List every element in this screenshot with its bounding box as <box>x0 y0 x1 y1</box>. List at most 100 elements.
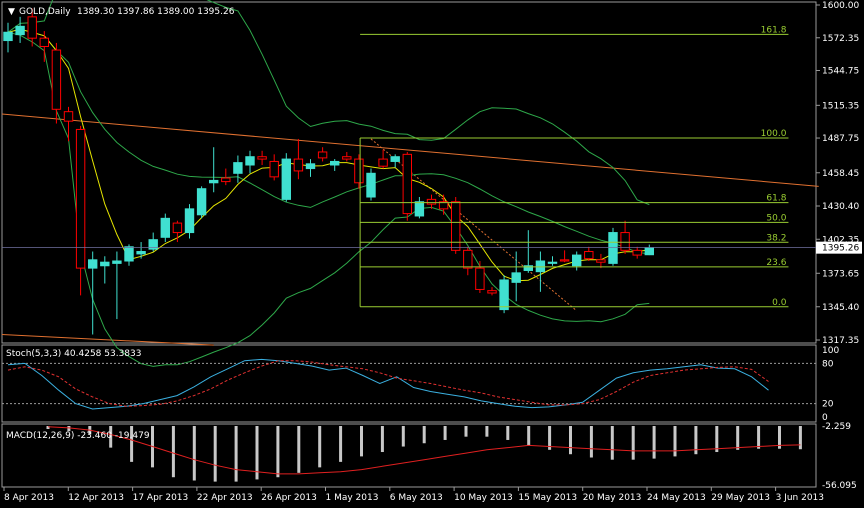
candle <box>584 246 594 262</box>
candle <box>245 150 255 174</box>
candle <box>209 147 219 193</box>
candle-body <box>402 153 413 215</box>
candle-body <box>547 261 558 264</box>
time-tick-label: 1 May 2013 <box>326 493 379 503</box>
candle <box>451 197 461 254</box>
candle-body <box>559 259 570 262</box>
time-tick-label: 3 Jun 2013 <box>776 493 824 503</box>
candle <box>148 232 158 252</box>
price-tick-label: 1515.35 <box>822 101 859 111</box>
fib-level-label: 50.0 <box>766 213 786 223</box>
candle <box>608 227 618 266</box>
fib-level-label: 161.8 <box>761 25 787 35</box>
candle-body <box>451 201 461 251</box>
candle-body <box>378 158 388 167</box>
candle <box>378 149 388 169</box>
candle-body <box>426 198 437 205</box>
candle-body <box>245 156 255 166</box>
candle-body <box>148 239 158 250</box>
time-tick-label: 29 May 2013 <box>711 493 770 503</box>
candle-body <box>535 260 546 273</box>
stoch-tick-label: 100 <box>822 346 839 356</box>
candle-body <box>596 259 606 263</box>
candle-body <box>172 222 183 234</box>
stoch-tick-label: 80 <box>822 359 834 369</box>
stoch-panel-frame <box>1 344 817 423</box>
candle-body <box>584 251 594 260</box>
candle <box>63 106 74 142</box>
candle-body <box>438 201 449 210</box>
candle <box>75 125 86 296</box>
candle <box>100 256 110 284</box>
price-tick-label: 1487.75 <box>822 134 859 144</box>
candle <box>330 159 340 171</box>
candle-body <box>330 160 340 166</box>
price-tick-label: 1572.35 <box>822 34 859 44</box>
candle <box>281 153 292 202</box>
candle <box>112 251 122 320</box>
macd-tick-label: -56.095 <box>822 481 857 491</box>
candle-body <box>305 163 316 170</box>
stoch-indicator-label: Stoch(5,3,3) 40.4258 53.3833 <box>6 349 141 359</box>
candle <box>487 287 497 296</box>
candle <box>596 253 606 269</box>
candle <box>559 250 570 263</box>
macd-tick-label: -2.259 <box>822 422 851 432</box>
candle-body <box>620 232 630 251</box>
macd-indicator-label: MACD(12,26,9) -23.460 -19.479 <box>6 431 150 441</box>
candle <box>632 246 642 259</box>
candle-body <box>160 217 171 238</box>
ohlc-readout: 1389.30 1397.86 1389.00 1395.26 <box>77 7 235 17</box>
candle-body <box>184 208 195 234</box>
candle-body <box>63 111 74 122</box>
candle <box>184 204 195 239</box>
candle-body <box>499 279 509 311</box>
time-tick-label: 15 May 2013 <box>518 493 577 503</box>
candle-body <box>317 151 328 159</box>
stoch-tick-label: 20 <box>822 400 834 410</box>
candle <box>511 251 521 302</box>
stoch-tick-label: 0 <box>822 413 828 423</box>
candle <box>438 194 449 215</box>
candle-body <box>342 156 352 160</box>
resistance-trendline <box>1 113 819 187</box>
fib-level-label: 23.6 <box>766 258 786 268</box>
collapse-triangle-icon[interactable]: ▼ <box>8 7 15 17</box>
candle <box>354 154 364 189</box>
candle-body <box>136 251 146 255</box>
time-tick-label: 6 May 2013 <box>390 493 443 503</box>
price-tick-label: 1544.75 <box>822 66 859 76</box>
candle <box>475 261 485 294</box>
macd-signal-line <box>47 426 801 475</box>
bollinger-upper-band <box>7 0 650 206</box>
candle <box>39 31 49 62</box>
current-price-tag-text: 1395.26 <box>822 244 859 254</box>
candle <box>3 22 13 53</box>
candle-body <box>112 260 122 264</box>
candle <box>172 220 183 243</box>
candle-body <box>463 249 473 269</box>
candle <box>51 42 62 124</box>
candle-body <box>293 158 304 172</box>
bollinger-middle-band <box>7 28 650 255</box>
candle <box>305 159 316 177</box>
time-tick-label: 8 Apr 2013 <box>4 493 54 503</box>
candle <box>160 213 171 243</box>
time-tick-label: 12 Apr 2013 <box>68 493 124 503</box>
candle-body <box>233 162 243 174</box>
candle <box>196 186 207 219</box>
time-tick-label: 17 Apr 2013 <box>133 493 189 503</box>
candle-body <box>39 37 49 47</box>
candle <box>136 242 146 259</box>
price-tick-label: 1402.35 <box>822 235 859 245</box>
candle <box>88 251 98 335</box>
candle <box>620 220 630 254</box>
candle-body <box>27 16 37 39</box>
time-tick-label: 22 Apr 2013 <box>197 493 253 503</box>
fib-level-label: 38.2 <box>766 233 786 243</box>
stoch-main-line <box>7 358 769 410</box>
candle <box>402 151 413 221</box>
time-tick-label: 24 May 2013 <box>647 493 706 503</box>
candle-body <box>100 261 110 267</box>
